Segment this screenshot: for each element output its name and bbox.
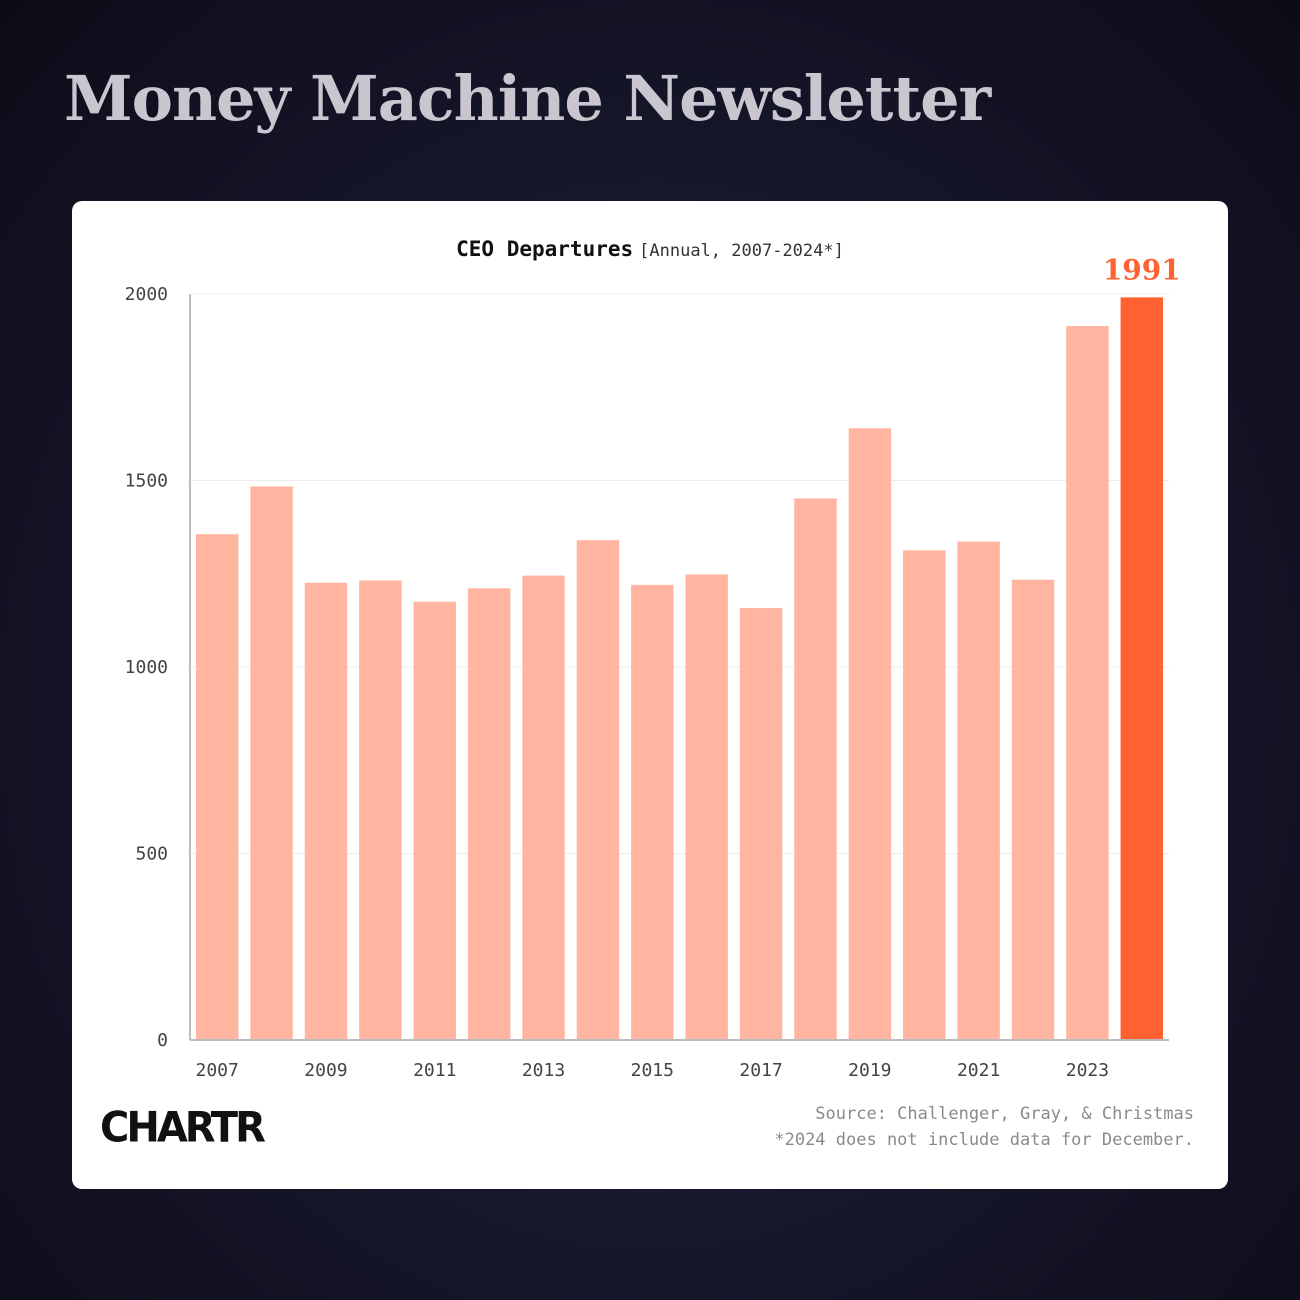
x-tick-label: 2007 [196, 1060, 239, 1081]
bar-chart: 0 500 1000 1500 2000 2007 2009 2011 2013 2015 201… [125, 253, 1181, 1081]
y-tick-labels: 0 500 1000 1500 2000 [125, 284, 168, 1051]
chart-card: CEO Departures [Annual, 2007-2024*] 0 500 1… [72, 201, 1228, 1189]
x-tick-label: 2021 [957, 1060, 1000, 1081]
newsletter-title: Money Machine Newsletter [64, 62, 991, 135]
chartr-logo: CHARTR [100, 1103, 266, 1153]
bar-2020 [903, 550, 946, 1040]
x-tick-label: 2017 [739, 1060, 782, 1081]
bar-2007 [195, 534, 239, 1040]
bar-2023 [1066, 326, 1109, 1040]
bar-2013 [522, 575, 565, 1040]
chart-title-subtitle: [Annual, 2007-2024*] [639, 241, 844, 261]
bar-2016 [685, 574, 728, 1040]
x-tick-label: 2015 [631, 1060, 674, 1081]
bar-2010 [359, 580, 402, 1040]
chart-title: CEO Departures [Annual, 2007-2024*] [72, 237, 1228, 261]
bar-2018 [794, 498, 837, 1040]
x-tick-label: 2019 [848, 1060, 891, 1081]
x-tick-label: 2009 [304, 1060, 347, 1081]
y-tick-label: 0 [157, 1030, 168, 1051]
bar-2011 [413, 601, 456, 1040]
bar-2012 [467, 588, 511, 1040]
gridlines [190, 293, 1169, 854]
bar-2024 [1120, 297, 1164, 1040]
bar-2015 [631, 584, 674, 1040]
highlight-label-group: 1991 [1103, 253, 1181, 286]
y-tick-label: 500 [135, 844, 168, 865]
bar-2009 [304, 582, 348, 1040]
bar-2019 [848, 428, 892, 1040]
footnote: *2024 does not include data for December… [774, 1130, 1194, 1150]
y-tick-label: 1000 [125, 657, 168, 678]
bars [195, 297, 1164, 1040]
bar-2014 [576, 540, 620, 1040]
source-note: Source: Challenger, Gray, & Christmas [815, 1104, 1194, 1124]
bar-2017 [739, 608, 783, 1040]
chart-title-main: CEO Departures [456, 237, 634, 261]
bar-2021 [957, 541, 1000, 1040]
bar-2008 [250, 486, 293, 1040]
x-tick-label: 2023 [1066, 1060, 1109, 1081]
y-tick-label: 2000 [125, 284, 168, 305]
x-tick-label: 2011 [413, 1060, 456, 1081]
footnotes: Source: Challenger, Gray, & Christmas *2… [774, 1101, 1194, 1153]
bar-2022 [1011, 579, 1055, 1040]
x-tick-labels: 2007 2009 2011 2013 2015 2017 2019 2021 2023 [196, 1060, 1110, 1081]
x-tick-label: 2013 [522, 1060, 565, 1081]
axes [189, 294, 1169, 1041]
highlight-value-label: 1991 [1103, 253, 1181, 286]
y-tick-label: 1500 [125, 471, 168, 492]
